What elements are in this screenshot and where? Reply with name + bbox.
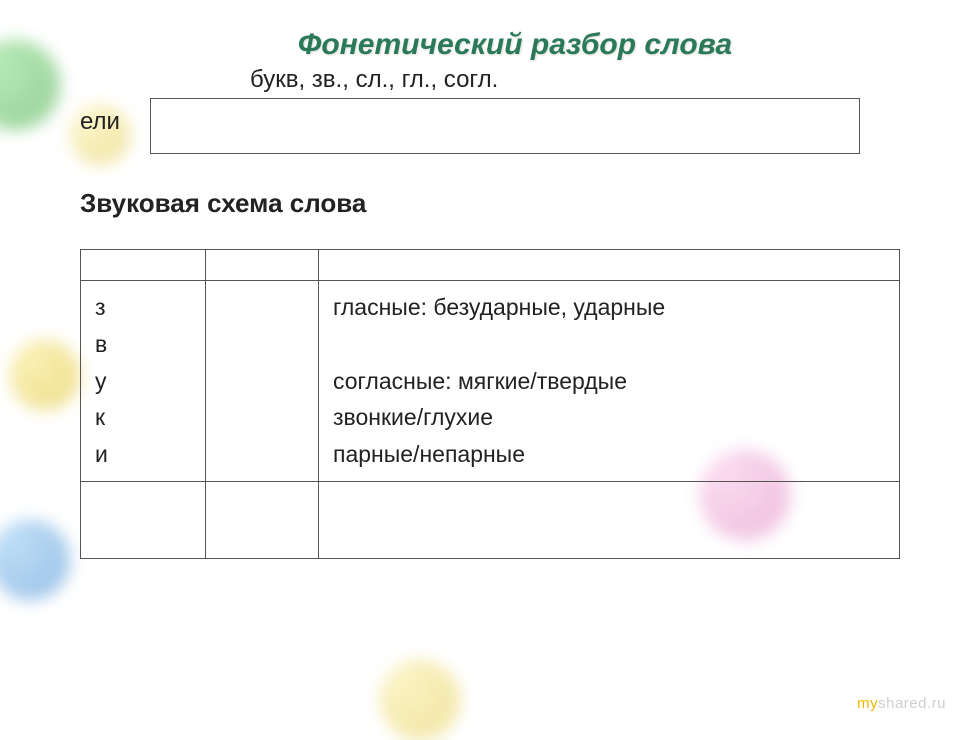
letter: в <box>95 326 195 363</box>
slide-content: Фонетический разбор слова букв, зв., сл.… <box>0 0 960 559</box>
page-title: Фонетический разбор слова <box>170 28 860 62</box>
table-cell-empty <box>206 281 319 482</box>
table-cell <box>81 481 206 558</box>
decor-circle-yellow-bottom <box>380 660 460 740</box>
subheader: букв, зв., сл., гл., согл. <box>250 66 900 94</box>
table-cell-letters: з в у к и <box>81 281 206 482</box>
desc-line: согласные: мягкие/твердые <box>333 363 889 400</box>
table-cell <box>206 481 319 558</box>
table-cell <box>81 250 206 281</box>
table-cell <box>319 481 900 558</box>
desc-line: парные/непарные <box>333 436 889 473</box>
table-cell <box>206 250 319 281</box>
word-label: ели <box>80 98 150 154</box>
table-cell <box>319 250 900 281</box>
table-row-header <box>81 250 900 281</box>
desc-line: звонкие/глухие <box>333 399 889 436</box>
desc-line <box>333 326 889 363</box>
watermark-prefix: my <box>857 695 878 712</box>
letter: з <box>95 289 195 326</box>
desc-line: гласные: безударные, ударные <box>333 289 889 326</box>
table-row-body: з в у к и гласные: безударные, ударные с… <box>81 281 900 482</box>
letter: к <box>95 399 195 436</box>
table-cell-descriptions: гласные: безударные, ударные согласные: … <box>319 281 900 482</box>
word-input-box <box>150 98 860 154</box>
letter: у <box>95 363 195 400</box>
word-row: ели <box>80 98 900 154</box>
watermark-rest: shared.ru <box>878 695 946 712</box>
letter: и <box>95 436 195 473</box>
phonetic-table: з в у к и гласные: безударные, ударные с… <box>80 249 900 559</box>
table-row-footer <box>81 481 900 558</box>
watermark: myshared.ru <box>857 695 946 712</box>
section-title: Звуковая схема слова <box>80 188 900 219</box>
